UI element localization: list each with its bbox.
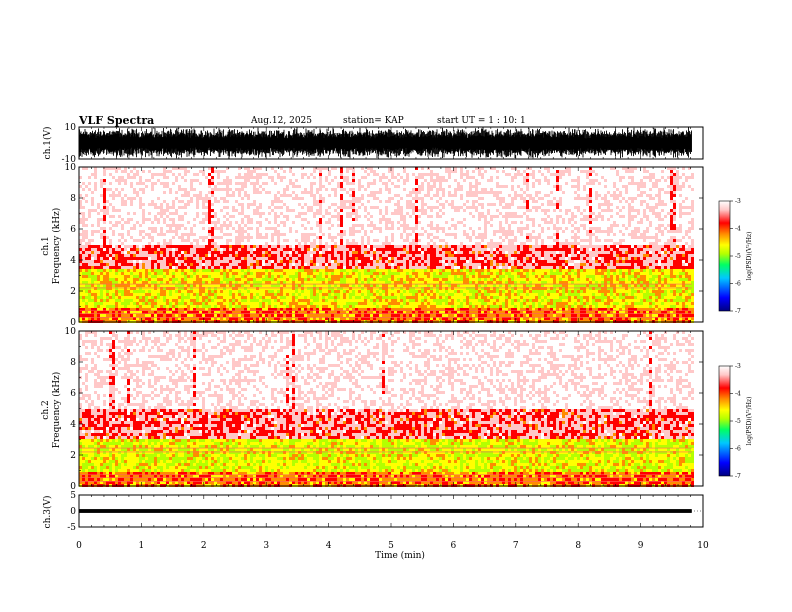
ch2-spectrogram-ylabel: Frequency (kHz) [51,372,62,449]
ch1-spectrogram-ytick-label: 6 [70,225,76,235]
ch1-spectrogram-ytick-label: 4 [70,256,76,266]
x-axis: 0 1 2 3 4 5 6 7 8 9 10 [76,541,709,551]
ch2-spectrogram-ytick-label: 6 [70,389,76,399]
ch3-waveform-ytick-label: 0 [70,507,76,517]
colorbar-tick-label: -4 [735,226,741,233]
x-tick-label: 2 [201,541,207,551]
x-tick-label: 6 [451,541,457,551]
colorbar-tick-label: -7 [735,308,741,315]
figure-title: VLF Spectra [78,114,154,127]
ch1-spectrogram-cells [79,167,694,269]
colorbar-ch1-gradient [718,200,731,312]
x-tick-label: 7 [513,541,519,551]
x-tick-label: 0 [76,541,82,551]
ch3-waveform-ytick-label: -5 [67,523,76,533]
date-label: Aug.12, 2025 [250,116,312,126]
x-tick-label: 8 [575,541,581,551]
colorbar-ch1-label: log(PSD)(V²/Hz) [746,232,753,281]
colorbar-ch2-gradient [718,365,731,477]
ch3-waveform-panel: 5 0 -5 [67,491,704,533]
ch3-waveform-ylabel: ch.3(V) [42,496,53,529]
ch1-waveform-trace [78,127,692,159]
colorbar-tick-label: -5 [735,253,741,260]
station-label: station= KAP [343,116,404,126]
ch1-spectrogram-panel: 0 2 4 6 8 10 [65,163,704,328]
ch1-spectrogram-ytick-label: 10 [65,163,77,173]
ch2-spectrogram-ytick-label: 10 [65,327,77,337]
ch2-spectrogram-ytick-label: 2 [70,451,76,461]
ch1-waveform-panel: 10 -10 [62,123,704,165]
ch1-spectrogram-channel-label: ch.1 [41,236,51,255]
x-axis-label: Time (min) [375,550,425,561]
ch2-spectrogram-ytick-label: 0 [70,482,76,492]
x-tick-label: 4 [326,541,332,551]
x-tick-label: 1 [139,541,145,551]
colorbar-tick-label: -7 [735,473,741,480]
x-tick-label: 10 [697,541,709,551]
colorbar-ch2: -3 -4 -5 -6 -7 log(PSD)(V²/Hz) [718,363,753,480]
ch2-spectrogram-cells [79,439,694,487]
ch1-waveform-ytick-label: -10 [62,155,77,165]
ch2-spectrogram-cells [79,439,694,472]
ch2-spectrogram-channel-label: ch.2 [41,400,51,419]
ch1-spectrogram-ytick-label: 8 [70,194,76,204]
ch2-spectrogram-ytick-label: 8 [70,358,76,368]
ch2-spectrogram-ytick-label: 4 [70,420,76,430]
ch1-spectrogram-ytick-label: 2 [70,287,76,297]
colorbar-ch2-label: log(PSD)(V²/Hz) [746,397,753,446]
ch1-spectrogram-ylabel: Frequency (kHz) [51,208,62,285]
ch1-waveform-ylabel: ch.1(V) [42,127,53,160]
ch1-spectrogram-cells [79,269,694,308]
start-ut-label: start UT = 1 : 10: 1 [437,116,526,126]
colorbar-ch1: -3 -4 -5 -6 -7 log(PSD)(V²/Hz) [718,198,753,315]
ch1-spectrogram-ytick-label: 0 [70,318,76,328]
ch1-spectrogram-cells [79,269,694,323]
x-tick-label: 5 [388,541,394,551]
colorbar-tick-label: -6 [735,281,741,288]
x-tick-label: 3 [263,541,269,551]
ch3-waveform-ytick-label: 5 [70,491,76,501]
ch1-spectrogram-cells [79,167,694,323]
colorbar-tick-label: -3 [735,198,741,205]
ch2-spectrogram-panel: 0 2 4 6 8 10 [65,327,704,492]
ch1-waveform-ytick-label: 10 [65,123,77,133]
ch2-spectrogram-cells [79,331,694,487]
colorbar-tick-label: -6 [735,446,741,453]
colorbar-tick-label: -5 [735,418,741,425]
colorbar-tick-label: -3 [735,363,741,370]
colorbar-tick-label: -4 [735,391,741,398]
x-tick-label: 9 [638,541,644,551]
